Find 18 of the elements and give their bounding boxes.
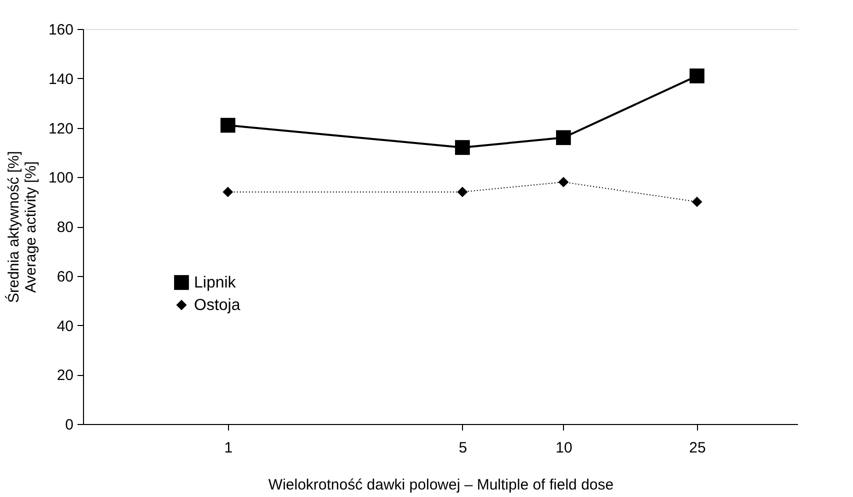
x-tick-label: 5: [458, 440, 468, 456]
text: Average activity [%]: [22, 161, 40, 293]
y-tick-label: 20: [56, 367, 74, 384]
y-tick-label: 40: [56, 318, 74, 335]
x-axis-title: Wielokrotność dawki polowej – Multiple of field dose: [268, 476, 614, 494]
legend-label: Ostoja: [194, 297, 240, 314]
legend-label: Lipnik: [194, 274, 237, 292]
y-tick-label: 60: [56, 268, 74, 286]
y-tick-label: 0: [65, 416, 74, 434]
x-tick-label: 25: [689, 440, 706, 456]
y-tick-label: 160: [48, 22, 74, 38]
text: Średnia aktywność [%]: [5, 151, 22, 303]
y-tick-label: 140: [48, 70, 74, 88]
y-tick-label: 120: [48, 120, 74, 138]
y-tick-label: 100: [48, 170, 74, 187]
x-tick-label: 10: [556, 440, 572, 456]
x-tick-label: 1: [224, 440, 233, 456]
y-tick-label: 80: [56, 219, 74, 236]
